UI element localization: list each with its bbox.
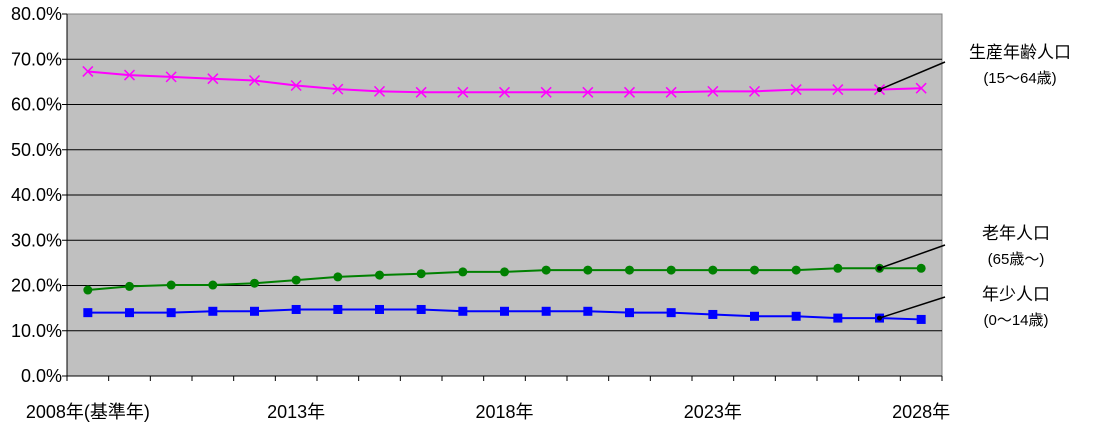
data-point bbox=[500, 267, 509, 277]
data-point bbox=[500, 306, 509, 316]
data-point bbox=[708, 265, 718, 275]
y-tick-label: 30.0% bbox=[11, 230, 62, 250]
data-point bbox=[208, 306, 218, 316]
data-point bbox=[750, 311, 759, 321]
data-point bbox=[748, 85, 761, 97]
data-point bbox=[790, 84, 802, 96]
y-tick-label: 70.0% bbox=[11, 49, 62, 69]
data-point bbox=[416, 269, 426, 279]
data-point bbox=[582, 86, 594, 98]
data-point bbox=[665, 86, 677, 98]
data-point bbox=[83, 285, 93, 295]
x-tick-label: 2028年 bbox=[892, 402, 950, 422]
y-tick-label: 80.0% bbox=[11, 4, 62, 24]
data-point bbox=[623, 86, 636, 98]
data-point bbox=[373, 85, 386, 97]
data-point bbox=[540, 86, 552, 98]
data-point bbox=[333, 272, 343, 282]
data-point bbox=[833, 263, 843, 273]
data-point bbox=[165, 71, 177, 83]
leader-dot bbox=[877, 315, 882, 321]
data-point bbox=[291, 304, 301, 314]
series-youth bbox=[83, 304, 926, 324]
leader-line bbox=[879, 296, 946, 319]
y-tick-label: 10.0% bbox=[11, 321, 62, 341]
data-point bbox=[123, 69, 136, 81]
data-point bbox=[791, 311, 801, 321]
data-point bbox=[458, 306, 468, 316]
legend-age-range: (15～64歳) bbox=[983, 70, 1056, 87]
y-tick-label: 60.0% bbox=[11, 95, 62, 115]
data-point bbox=[833, 313, 843, 323]
data-point bbox=[375, 270, 384, 280]
y-tick-label: 0.0% bbox=[21, 366, 62, 386]
data-point bbox=[250, 278, 259, 288]
data-point bbox=[83, 308, 93, 318]
data-point bbox=[666, 308, 676, 318]
data-point bbox=[208, 280, 218, 290]
legend-name: 老年人口 bbox=[982, 224, 1050, 243]
data-point bbox=[707, 85, 719, 97]
series-elderly bbox=[83, 263, 926, 295]
y-axis-ticks: 0.0% 10.0% 20.0% 30.0% 40.0% 50.0% 60.0% 70.0% 8… bbox=[11, 4, 68, 386]
x-tick-label: 2023年 bbox=[684, 402, 742, 422]
data-point bbox=[332, 83, 344, 95]
data-point bbox=[250, 306, 259, 316]
data-point bbox=[832, 84, 844, 96]
series-working-age bbox=[82, 65, 927, 98]
data-point bbox=[207, 73, 219, 85]
data-point bbox=[791, 265, 801, 275]
legend-callout: 年少人口 (0～14歳) bbox=[877, 285, 1050, 329]
data-point bbox=[583, 265, 593, 275]
data-point bbox=[625, 308, 634, 318]
data-point bbox=[333, 304, 343, 314]
data-point bbox=[498, 86, 511, 98]
y-tick-label: 50.0% bbox=[11, 140, 62, 160]
leader-line bbox=[879, 244, 946, 270]
data-point bbox=[416, 304, 426, 314]
data-point bbox=[457, 86, 469, 98]
legend-callout: 老年人口 (65歳～) bbox=[877, 224, 1050, 271]
x-tick-label: 2008年(基準年) bbox=[26, 402, 150, 422]
data-point bbox=[916, 314, 926, 324]
data-point bbox=[541, 306, 551, 316]
data-point bbox=[248, 74, 261, 87]
data-point bbox=[458, 267, 468, 277]
y-tick-label: 20.0% bbox=[11, 276, 62, 296]
data-point bbox=[125, 308, 134, 318]
data-point bbox=[708, 309, 718, 319]
data-point bbox=[125, 281, 134, 291]
data-point bbox=[916, 263, 926, 273]
data-point bbox=[750, 265, 759, 275]
legend-callout: 生産年齢人口 (15～64歳) bbox=[877, 43, 1071, 93]
data-point bbox=[375, 304, 384, 314]
x-tick-label: 2013年 bbox=[267, 402, 325, 422]
x-tick-label: 2018年 bbox=[475, 402, 533, 422]
leader-dot bbox=[877, 87, 882, 93]
data-point bbox=[915, 82, 927, 94]
data-point bbox=[625, 265, 634, 275]
data-point bbox=[290, 79, 302, 92]
leader-dot bbox=[877, 265, 882, 271]
y-tick-label: 40.0% bbox=[11, 185, 62, 205]
data-point bbox=[666, 265, 676, 275]
series-group bbox=[82, 65, 927, 324]
data-point bbox=[415, 86, 427, 98]
legend-callouts: 生産年齢人口 (15～64歳) 老年人口 (65歳～) 年少人口 (0～14歳) bbox=[877, 43, 1071, 329]
legend-age-range: (65歳～) bbox=[988, 251, 1045, 268]
legend-name: 生産年齢人口 bbox=[969, 43, 1071, 62]
legend-name: 年少人口 bbox=[982, 285, 1050, 304]
data-point bbox=[82, 65, 94, 77]
x-axis-ticks: 2008年(基準年) 2013年 2018年 2023年 2028年 bbox=[26, 375, 950, 422]
data-point bbox=[291, 275, 301, 285]
data-point bbox=[541, 265, 551, 275]
data-point bbox=[166, 280, 176, 290]
data-point bbox=[583, 306, 593, 316]
leader-line bbox=[879, 61, 946, 91]
data-point bbox=[166, 308, 176, 318]
legend-age-range: (0～14歳) bbox=[983, 312, 1048, 329]
